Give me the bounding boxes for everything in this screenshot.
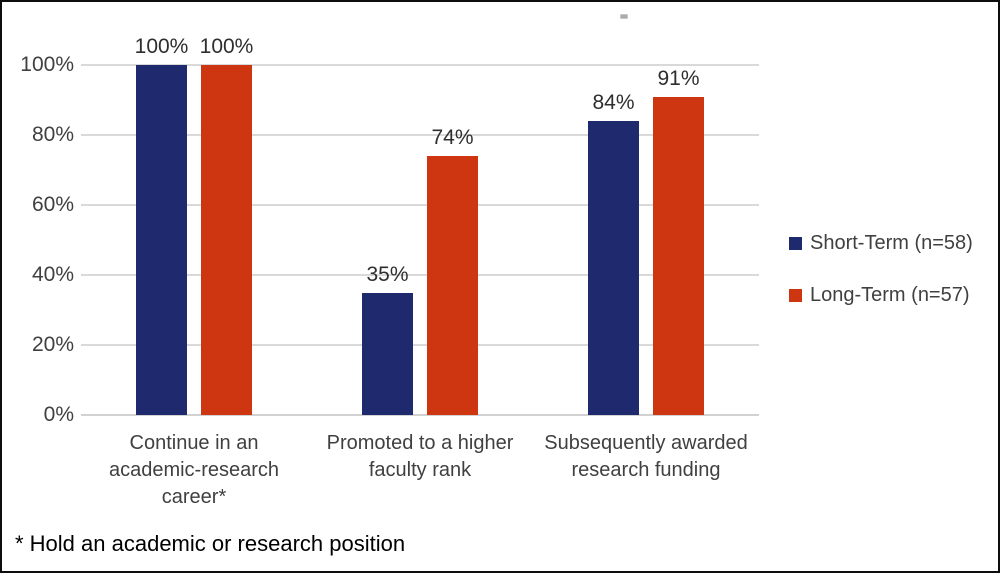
bar-long-term-n-57: [427, 156, 478, 415]
bar-value-label: 74%: [431, 126, 474, 149]
legend-label: Short-Term (n=58): [810, 231, 973, 254]
chart-footnote: * Hold an academic or research position: [15, 531, 406, 556]
bar-long-term-n-57: [653, 96, 704, 415]
gridline: [81, 204, 759, 206]
bar-short-term-n-58: [588, 121, 639, 415]
legend-label: Long-Term (n=57): [810, 283, 970, 306]
gridline: [81, 274, 759, 276]
gridline: [81, 344, 759, 346]
gridline: [81, 64, 759, 66]
bar-long-term-n-57: [201, 65, 252, 415]
legend-swatch-icon: [789, 236, 802, 250]
legend-item: Long-Term (n=57): [789, 282, 973, 308]
legend-swatch-icon: [789, 288, 802, 302]
bar-value-label: 84%: [592, 91, 635, 114]
y-tick-label: 80%: [31, 123, 74, 146]
legend: Short-Term (n=58) Long-Term (n=57): [789, 230, 973, 334]
category-label: Subsequently awarded research funding: [544, 432, 748, 481]
bar-value-label: 35%: [366, 262, 409, 286]
y-tick-label: 40%: [31, 263, 74, 286]
legend-item: Short-Term (n=58): [789, 230, 973, 256]
bar-value-label: 100%: [134, 35, 189, 58]
y-tick-label: 0%: [43, 403, 74, 426]
bar-short-term-n-58: [136, 65, 187, 415]
bar-short-term-n-58: [362, 292, 413, 415]
gridline: [81, 134, 759, 136]
category-label: Promoted to a higher faculty rank: [326, 432, 514, 481]
bar-value-label: 91%: [657, 66, 700, 90]
smudge-artifact: [620, 14, 628, 19]
category-label: Continue in an academic-research career*: [108, 432, 280, 508]
y-tick-label: 20%: [31, 333, 74, 356]
y-tick-label: 60%: [31, 193, 74, 216]
bar-value-label: 100%: [199, 35, 254, 58]
y-tick-label: 100%: [20, 53, 74, 76]
x-axis-line: [81, 414, 759, 416]
